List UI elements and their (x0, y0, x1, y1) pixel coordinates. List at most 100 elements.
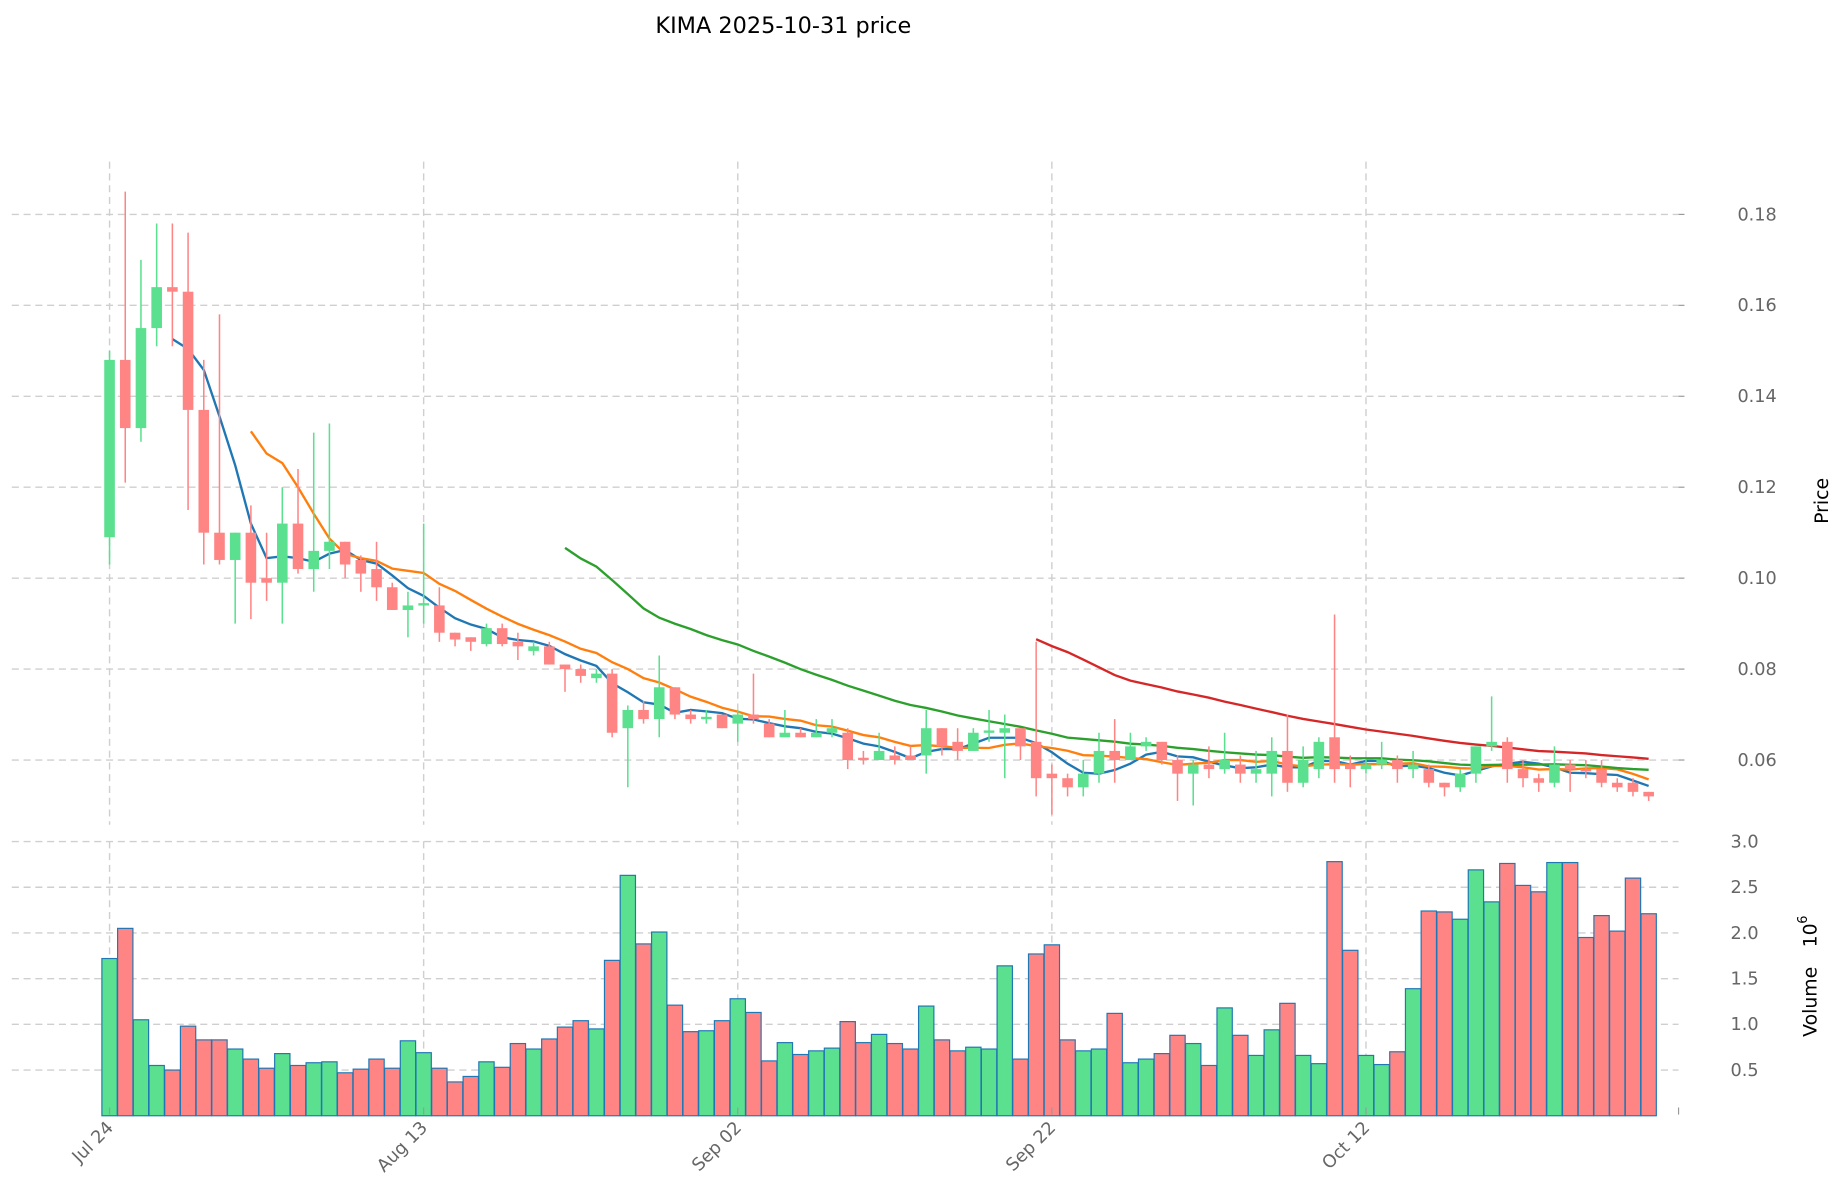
volume-bar (525, 1048, 542, 1117)
volume-bar (917, 1005, 935, 1117)
volume-bar (383, 1067, 401, 1117)
candle-body (1423, 769, 1435, 783)
volume-bar (1184, 1042, 1202, 1117)
volume-bar (1263, 1029, 1280, 1117)
candle-body (1030, 741, 1042, 779)
volume-bar (541, 1038, 558, 1117)
candle-body (983, 730, 995, 733)
price-tick-label: 0.12 (1737, 478, 1776, 498)
candle-body (1502, 741, 1513, 770)
volume-bar (1075, 1050, 1092, 1117)
candle-body (1125, 746, 1136, 761)
volume-bar (1294, 1054, 1312, 1117)
candle-body (575, 669, 587, 676)
volume-bar (635, 943, 652, 1117)
candle-body (1596, 769, 1607, 783)
candle-body (1344, 764, 1356, 770)
candle-body (685, 714, 696, 720)
candle-body (1156, 741, 1168, 761)
volume-bar (1624, 877, 1642, 1117)
candle-body (1015, 728, 1026, 747)
candle-body (826, 728, 838, 733)
candle-body (1517, 769, 1529, 779)
candle-body (748, 714, 759, 720)
volume-bar (1373, 1063, 1390, 1117)
volume-bar (1279, 1002, 1296, 1117)
volume-bar (682, 1031, 699, 1117)
candle-body (606, 673, 618, 733)
volume-bar (211, 1039, 228, 1117)
volume-bar (1326, 861, 1343, 1117)
candle-body (496, 628, 508, 645)
candle-body (1580, 769, 1592, 772)
volume-bar (321, 1061, 338, 1117)
volume-bar (1122, 1062, 1139, 1117)
date-tick-label: Sep 02 (688, 1118, 746, 1176)
candle-body (1376, 760, 1387, 765)
candle-body (1470, 746, 1482, 774)
price-tick-label: 0.10 (1737, 569, 1776, 589)
candle-body (543, 646, 555, 665)
candle-body (936, 728, 948, 747)
candle-body (1266, 750, 1278, 774)
volume-bar (776, 1042, 794, 1117)
candle-body (167, 287, 178, 292)
volume-bar (698, 1030, 715, 1117)
volume-bar (117, 927, 134, 1117)
volume-bar (509, 1042, 527, 1117)
candle-body (1093, 750, 1105, 774)
ma10-line (249, 430, 1650, 781)
candle-body (1187, 764, 1199, 774)
volume-exponent-base: 10 (1800, 923, 1821, 947)
volume-bar (1483, 901, 1500, 1117)
volume-bar (1609, 930, 1626, 1117)
candle-body (1643, 791, 1654, 797)
candle-body (1564, 764, 1576, 770)
volume-bar (650, 931, 668, 1117)
candle-body (1046, 773, 1058, 779)
price-tick-label: 0.18 (1737, 205, 1776, 225)
volume-bar (1310, 1063, 1328, 1117)
candle-body (858, 757, 869, 761)
candle-body (889, 755, 901, 761)
volume-bar (965, 1046, 982, 1117)
volume-bar (949, 1050, 966, 1117)
candle-body (1109, 750, 1120, 761)
volume-bar (603, 959, 621, 1117)
price-axis-label: Price (1812, 478, 1833, 524)
candle-body (465, 637, 477, 642)
candle-body (151, 287, 162, 329)
candle-body (229, 532, 241, 560)
candle-body (842, 732, 854, 761)
volume-bar (352, 1068, 370, 1117)
volume-tick-label: 2.0 (1731, 924, 1759, 944)
candle-body (653, 687, 665, 720)
volume-bar (1342, 949, 1359, 1117)
volume-tick-label: 1.0 (1731, 1015, 1759, 1035)
volume-tick-label: 3.0 (1731, 832, 1759, 852)
candle-body (1282, 750, 1293, 783)
volume-bar (415, 1052, 432, 1117)
candle-body (999, 728, 1011, 733)
volume-bar (933, 1039, 951, 1117)
volume-bar (289, 1064, 307, 1117)
candle-body (339, 541, 351, 565)
candle-body (1549, 764, 1560, 783)
candle-body (386, 587, 398, 610)
volume-bar (1012, 1058, 1029, 1117)
volume-bar (886, 1042, 904, 1117)
candle-body (104, 359, 115, 538)
candle-body (292, 523, 304, 570)
volume-tick-label: 2.5 (1731, 878, 1759, 898)
candle-body (779, 732, 791, 738)
volume-axis-label: Volume 10 6 (1796, 916, 1821, 1037)
candle-body (214, 532, 225, 560)
volume-bar (980, 1048, 998, 1117)
volume-bar (1090, 1048, 1108, 1117)
volume-bar (1027, 953, 1045, 1117)
candle-body (528, 646, 539, 651)
candle-body (512, 641, 524, 647)
candle-body (952, 741, 963, 751)
volume-tick-label: 0.5 (1731, 1061, 1759, 1081)
